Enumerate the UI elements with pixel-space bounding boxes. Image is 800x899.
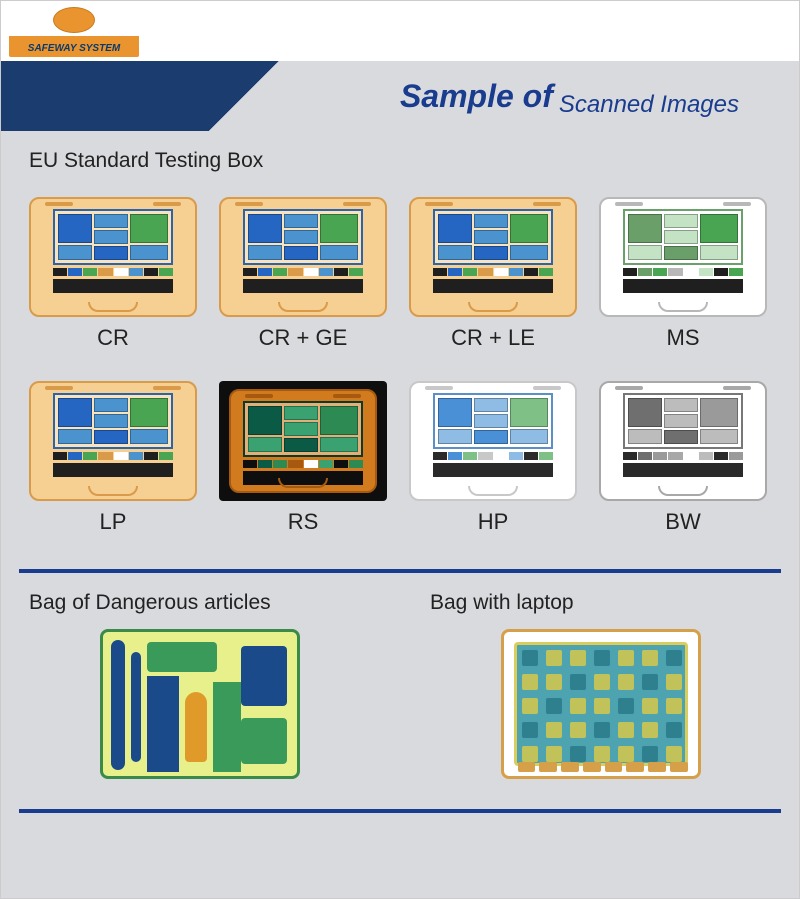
laptop-title: Bag with laptop	[430, 591, 771, 615]
scan-screen	[243, 209, 363, 265]
scan-screen	[53, 209, 173, 265]
scan-case	[219, 197, 387, 317]
divider	[19, 569, 781, 573]
sample-grid: CR CR + GE CR + LE MS LP RS HP BW	[1, 173, 799, 545]
sample-label: RS	[219, 509, 387, 535]
scan-case	[409, 381, 577, 501]
sample-cell: HP	[409, 381, 577, 535]
sample-cell: BW	[599, 381, 767, 535]
sample-cell: MS	[599, 197, 767, 351]
sample-cell: RS	[219, 381, 387, 535]
scan-case	[409, 197, 577, 317]
scan-screen	[623, 393, 743, 449]
sample-cell: CR + GE	[219, 197, 387, 351]
globe-icon	[53, 7, 95, 33]
sample-label: CR + LE	[409, 325, 577, 351]
section-title-1: EU Standard Testing Box	[1, 131, 799, 173]
sample-label: BW	[599, 509, 767, 535]
bag-laptop	[501, 629, 701, 779]
scan-screen	[433, 393, 553, 449]
scan-screen	[623, 209, 743, 265]
header: SAFEWAY SYSTEM	[1, 1, 799, 61]
scan-case	[599, 197, 767, 317]
scan-case	[29, 197, 197, 317]
bottom-row: Bag of Dangerous articles Bag with lapto…	[1, 583, 799, 779]
sample-label: CR	[29, 325, 197, 351]
brand-logo: SAFEWAY SYSTEM	[9, 5, 139, 57]
scan-case	[599, 381, 767, 501]
scan-screen	[243, 401, 363, 457]
sample-cell: LP	[29, 381, 197, 535]
divider-2	[19, 809, 781, 813]
brand-text: SAFEWAY SYSTEM	[28, 43, 120, 54]
sample-cell: CR	[29, 197, 197, 351]
title-main: Sample of	[400, 78, 553, 115]
sample-cell: CR + LE	[409, 197, 577, 351]
sample-label: MS	[599, 325, 767, 351]
scan-screen	[433, 209, 553, 265]
scan-screen	[53, 393, 173, 449]
sample-label: HP	[409, 509, 577, 535]
bag-dangerous	[100, 629, 300, 779]
sample-label: CR + GE	[219, 325, 387, 351]
dangerous-title: Bag of Dangerous articles	[29, 591, 370, 615]
col-dangerous: Bag of Dangerous articles	[29, 583, 370, 779]
sample-label: LP	[29, 509, 197, 535]
scan-case	[29, 381, 197, 501]
col-laptop: Bag with laptop	[430, 583, 771, 779]
title-sub: Scanned Images	[559, 91, 739, 131]
scan-case	[229, 389, 377, 493]
title-banner: Sample of Scanned Images	[1, 61, 799, 131]
